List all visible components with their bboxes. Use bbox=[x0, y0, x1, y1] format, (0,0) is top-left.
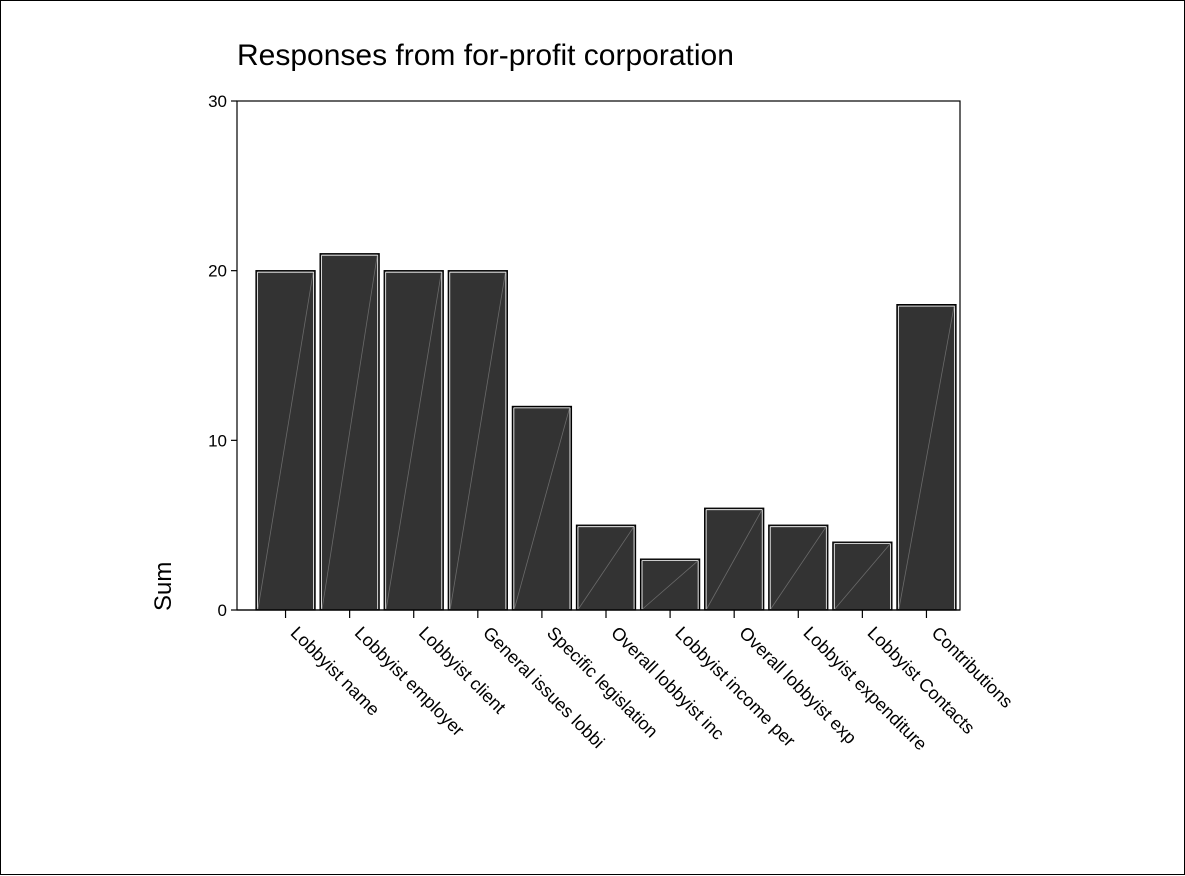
bar-diagonal bbox=[642, 560, 698, 610]
x-tick-label: Overall lobbyist inc bbox=[607, 623, 728, 744]
bar-diagonal bbox=[257, 272, 314, 610]
x-tick-label: Lobbyist Contacts bbox=[864, 623, 979, 738]
bar-diagonal bbox=[706, 510, 763, 610]
x-tick-label: Lobbyist employer bbox=[351, 623, 468, 740]
chart-title: Responses from for-profit corporation bbox=[237, 39, 734, 72]
bar-diagonal bbox=[898, 306, 955, 610]
y-tick-label: 20 bbox=[208, 262, 227, 281]
y-tick-label: 30 bbox=[208, 92, 227, 111]
x-tick-label: General issues lobbi bbox=[479, 623, 608, 752]
bar-diagonal bbox=[321, 255, 378, 610]
bar-diagonal bbox=[834, 543, 891, 610]
y-axis-label: Sum bbox=[150, 562, 177, 611]
y-tick-label: 10 bbox=[208, 431, 227, 450]
bar-diagonal bbox=[578, 526, 634, 610]
bar-diagonal bbox=[770, 526, 827, 610]
x-tick-label: Lobbyist expenditure bbox=[799, 623, 931, 755]
y-tick-label: 0 bbox=[218, 601, 227, 620]
bar-diagonal bbox=[385, 272, 442, 610]
bar-diagonal bbox=[449, 272, 506, 610]
bar-diagonal bbox=[513, 408, 570, 610]
x-tick-label: Overall lobbyist exp bbox=[735, 623, 860, 748]
x-tick-label: Specific legislation bbox=[543, 623, 662, 742]
x-tick-label: Lobbyist income per bbox=[671, 623, 799, 751]
